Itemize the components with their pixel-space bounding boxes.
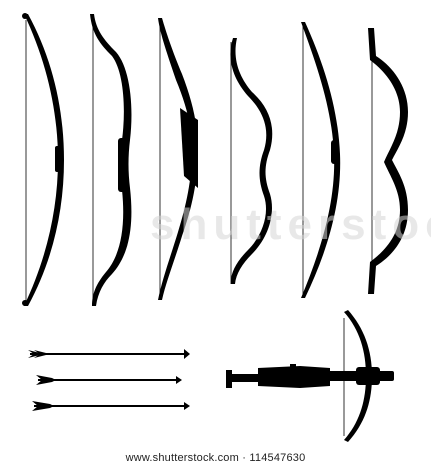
arrow-icon <box>36 375 182 385</box>
separator: · <box>242 452 246 464</box>
recurve-bow-icon <box>90 14 131 306</box>
straight-bow-icon <box>301 22 340 298</box>
image-credit-footer: www.shutterstock.com · 114547630 <box>0 452 431 464</box>
longbow-icon <box>22 13 64 306</box>
reflex-bow-icon <box>368 28 408 294</box>
asymmetric-bow-icon <box>158 18 198 300</box>
arrow-icon <box>28 349 190 359</box>
arrow-icon <box>32 401 190 411</box>
image-number: 114547630 <box>249 452 305 464</box>
crossbow-icon <box>226 310 394 442</box>
watermark: shutterstock <box>150 200 431 250</box>
site-name: www.shutterstock.com <box>126 452 239 464</box>
